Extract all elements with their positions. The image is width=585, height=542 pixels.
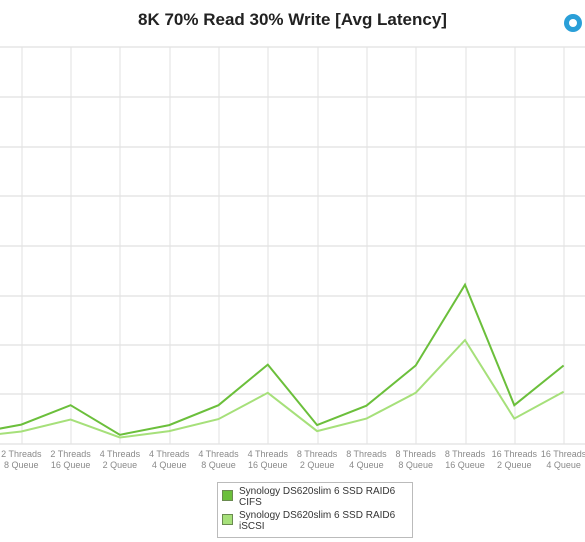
- x-tick-label-4: 4 Threads 4 Queue: [149, 449, 190, 470]
- x-tick-label-6: 4 Threads 16 Queue: [248, 449, 289, 470]
- series-lines: [0, 282, 565, 439]
- x-tick-label-7: 8 Threads 2 Queue: [297, 449, 338, 470]
- x-tick-label-11: 16 Threads 2 Queue: [492, 449, 538, 470]
- x-tick-label-5: 4 Threads 8 Queue: [198, 449, 239, 470]
- legend-swatch-cifs: [222, 490, 233, 501]
- legend-item-cifs[interactable]: Synology DS620slim 6 SSD RAID6 CIFS: [222, 486, 408, 508]
- series-line-1[interactable]: [0, 338, 565, 439]
- legend-label-cifs: Synology DS620slim 6 SSD RAID6 CIFS: [239, 486, 396, 508]
- grid-lines: [0, 46, 585, 445]
- x-tick-label-12: 16 Threads 4 Queue: [541, 449, 585, 470]
- legend-label-iscsi: Synology DS620slim 6 SSD RAID6 iSCSI: [239, 510, 396, 532]
- legend-item-iscsi[interactable]: Synology DS620slim 6 SSD RAID6 iSCSI: [222, 510, 408, 532]
- x-tick-label-9: 8 Threads 8 Queue: [396, 449, 437, 470]
- x-tick-label-2: 2 Threads 16 Queue: [50, 449, 91, 470]
- chart-legend: Synology DS620slim 6 SSD RAID6 CIFS Syno…: [217, 482, 413, 538]
- chart-title: 8K 70% Read 30% Write [Avg Latency]: [138, 10, 447, 29]
- chart-options-icon[interactable]: [564, 14, 582, 32]
- x-tick-label-1: 2 Threads 8 Queue: [1, 449, 42, 470]
- x-tick-label-8: 8 Threads 4 Queue: [346, 449, 387, 470]
- legend-swatch-iscsi: [222, 514, 233, 525]
- series-line-0[interactable]: [0, 282, 565, 436]
- x-tick-label-10: 8 Threads 16 Queue: [445, 449, 486, 470]
- x-tick-label-3: 4 Threads 2 Queue: [100, 449, 141, 470]
